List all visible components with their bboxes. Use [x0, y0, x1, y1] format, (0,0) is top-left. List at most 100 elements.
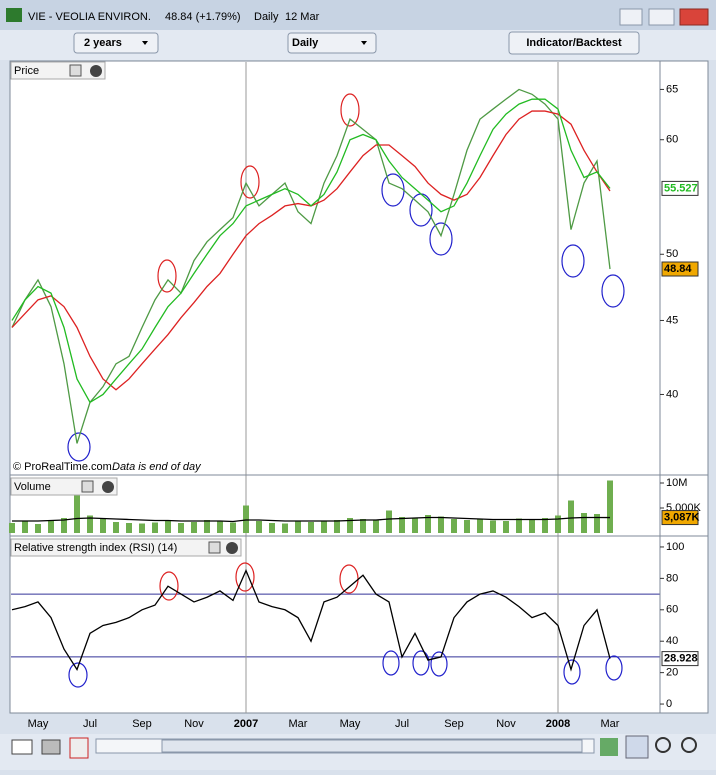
zoom-in[interactable]: [681, 737, 697, 753]
x-tick-label: May: [340, 718, 361, 730]
y-tick-label: 60: [666, 134, 678, 146]
series-line: [11, 98, 611, 404]
volume-bar: [152, 522, 158, 533]
mail-icon[interactable]: [11, 739, 33, 755]
x-tick-label: Mar: [289, 718, 308, 730]
circle: [430, 651, 448, 677]
volume-bar: [321, 521, 327, 533]
zoom-out[interactable]: [655, 737, 671, 753]
value-tag: [661, 180, 699, 196]
volume-bar: [464, 520, 470, 533]
x-tick-label: Sep: [444, 718, 464, 730]
circle: [240, 165, 260, 199]
range-select[interactable]: [73, 32, 159, 54]
volume-bar: [48, 520, 54, 533]
circle: [429, 222, 453, 256]
chart-area: [9, 60, 709, 714]
x-tick-label: 2007: [234, 718, 258, 730]
volume-bar: [282, 523, 288, 533]
close-icon[interactable]: [102, 481, 114, 493]
volume-bar: [490, 520, 496, 533]
volume-bar: [581, 513, 587, 533]
panel-title: Relative strength index (RSI) (14): [14, 542, 177, 554]
series-line: [11, 568, 611, 672]
interval: Daily: [292, 37, 319, 49]
volume-bar: [386, 510, 392, 533]
x-tick-label: Sep: [132, 718, 152, 730]
value-tag: [661, 651, 699, 667]
tool-icon[interactable]: [208, 541, 221, 554]
scroll-thumb[interactable]: [161, 739, 583, 753]
maximize[interactable]: [648, 8, 675, 26]
volume-bar: [9, 523, 15, 533]
volume-bar: [165, 521, 171, 533]
volume-bar: [594, 514, 600, 533]
y-tick-label: 10M: [666, 477, 687, 489]
volume-bar: [22, 521, 28, 533]
title-bar: [0, 0, 716, 30]
volume-bar: [243, 505, 249, 533]
volume-bar: [607, 480, 613, 533]
volume-bar: [503, 521, 509, 533]
value-tag-label: 48.84: [664, 263, 692, 275]
x-tick-label: Jul: [83, 718, 97, 730]
x-tick-label: Nov: [184, 718, 204, 730]
series-line: [11, 88, 611, 444]
y-tick-label: 45: [666, 314, 678, 326]
volume-bar: [100, 519, 106, 533]
circle: [159, 571, 179, 601]
date: 12 Mar: [285, 11, 320, 23]
range: 2 years: [84, 37, 122, 49]
y-tick-label: 0: [666, 698, 672, 710]
circle: [412, 650, 430, 676]
draw-icon[interactable]: [69, 737, 89, 759]
arrow: [361, 41, 367, 45]
circle: [382, 650, 400, 676]
close-icon[interactable]: [226, 542, 238, 554]
volume-bar: [61, 518, 67, 533]
panel-header: [10, 538, 242, 557]
volume-bar: [87, 515, 93, 533]
volume-bar: [256, 521, 262, 533]
indicator-button[interactable]: [508, 31, 640, 55]
volume-bar: [477, 519, 483, 533]
volume-bar: [399, 517, 405, 533]
panel-title: Volume: [14, 481, 51, 493]
y-tick-label: 50: [666, 248, 678, 260]
value-tag-label: 28.928: [664, 653, 698, 665]
volume-bar: [542, 518, 548, 533]
volume-bar: [438, 516, 444, 533]
series-line: [12, 516, 611, 523]
minimize[interactable]: [619, 8, 643, 26]
tool-icon[interactable]: [69, 64, 82, 77]
volume-bar: [516, 518, 522, 533]
volume-bar: [230, 522, 236, 533]
print-icon[interactable]: [41, 739, 61, 755]
y-tick-label: 40: [666, 635, 678, 647]
circle: [235, 562, 255, 592]
indicator-label: Indicator/Backtest: [526, 37, 622, 49]
circle: [157, 259, 177, 293]
x-tick-label: Jul: [395, 718, 409, 730]
volume-bar: [217, 521, 223, 533]
close-icon[interactable]: [90, 65, 102, 77]
interval-select[interactable]: [287, 32, 377, 54]
tool-icon[interactable]: [600, 738, 618, 756]
x-tick-label: Nov: [496, 718, 516, 730]
circle: [340, 93, 360, 127]
volume-bar: [35, 524, 41, 533]
volume-bar: [269, 523, 275, 533]
period: Daily: [254, 11, 279, 23]
value-tag-label: 55.527: [664, 182, 698, 194]
zoom-fit[interactable]: [625, 735, 649, 759]
volume-bar: [113, 522, 119, 533]
y-tick-label: 100: [666, 541, 684, 553]
volume-bar: [347, 518, 353, 533]
volume-bar: [126, 523, 132, 533]
volume-bar: [308, 522, 314, 533]
tool-icon[interactable]: [81, 480, 94, 493]
volume-bar: [425, 515, 431, 533]
close[interactable]: [679, 8, 709, 26]
